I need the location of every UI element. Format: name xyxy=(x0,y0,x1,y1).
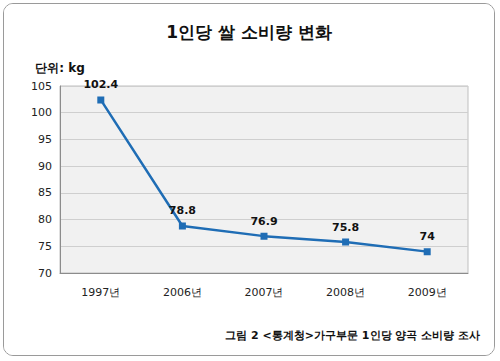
svg-text:2009년: 2009년 xyxy=(408,286,447,299)
svg-text:100: 100 xyxy=(31,106,52,119)
svg-text:75.8: 75.8 xyxy=(332,221,359,234)
svg-text:74: 74 xyxy=(420,230,436,243)
svg-text:90: 90 xyxy=(38,160,52,173)
svg-text:76.9: 76.9 xyxy=(250,215,277,228)
svg-text:80: 80 xyxy=(38,213,52,226)
svg-text:2006년: 2006년 xyxy=(163,286,202,299)
svg-text:2007년: 2007년 xyxy=(245,286,284,299)
svg-text:단위: kg: 단위: kg xyxy=(35,61,85,75)
svg-text:95: 95 xyxy=(38,133,52,146)
svg-text:1인당 쌀 소비량 변화: 1인당 쌀 소비량 변화 xyxy=(166,22,332,42)
svg-text:105: 105 xyxy=(31,80,52,93)
svg-text:70: 70 xyxy=(38,267,52,280)
svg-text:1997년: 1997년 xyxy=(81,286,120,299)
svg-text:75: 75 xyxy=(38,240,52,253)
svg-text:85: 85 xyxy=(38,186,52,199)
svg-text:그림 2 <통계청>가구부문 1인당 양곡 소비량 조사: 그림 2 <통계청>가구부문 1인당 양곡 소비량 조사 xyxy=(225,329,480,342)
svg-text:102.4: 102.4 xyxy=(83,78,118,91)
svg-text:78.8: 78.8 xyxy=(169,204,196,217)
svg-text:2008년: 2008년 xyxy=(326,286,365,299)
